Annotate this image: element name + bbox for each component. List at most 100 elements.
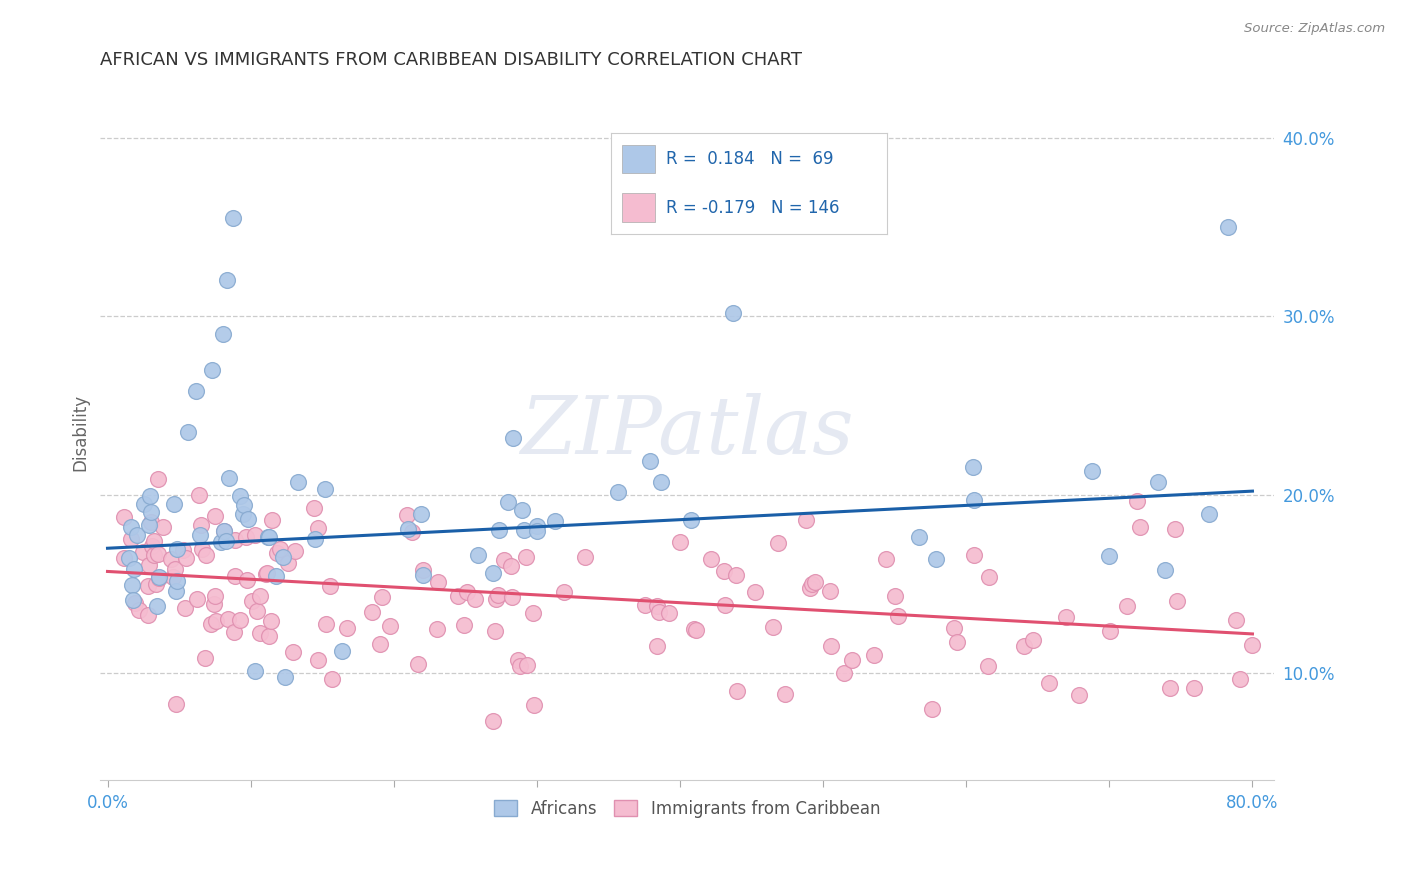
Point	[408, 657, 430, 671]
Point	[523, 698, 546, 713]
Point	[204, 589, 226, 603]
Point	[766, 535, 789, 549]
Point	[332, 644, 354, 658]
Point	[274, 670, 297, 684]
Point	[794, 513, 817, 527]
Point	[138, 579, 160, 593]
Point	[506, 653, 529, 667]
Point	[1081, 464, 1104, 478]
Point	[820, 640, 842, 654]
Point	[485, 591, 508, 606]
Point	[1014, 639, 1036, 653]
Point	[122, 593, 145, 607]
Point	[152, 519, 174, 533]
Point	[243, 527, 266, 541]
Point	[141, 539, 163, 553]
Point	[467, 548, 489, 562]
Point	[143, 534, 166, 549]
Point	[209, 534, 232, 549]
Point	[112, 550, 135, 565]
Point	[486, 588, 509, 602]
Point	[645, 639, 668, 653]
Point	[132, 497, 155, 511]
Point	[1164, 522, 1187, 536]
Point	[121, 578, 143, 592]
Point	[456, 585, 478, 599]
Point	[118, 551, 141, 566]
Point	[145, 577, 167, 591]
Point	[409, 507, 432, 521]
Point	[139, 489, 162, 503]
Point	[146, 599, 169, 613]
Point	[1099, 624, 1122, 639]
Point	[371, 590, 394, 604]
Point	[163, 562, 186, 576]
Point	[132, 545, 155, 559]
Point	[396, 523, 419, 537]
Point	[224, 624, 246, 639]
Point	[453, 618, 475, 632]
Point	[229, 613, 252, 627]
Point	[160, 552, 183, 566]
Point	[148, 547, 170, 561]
Point	[378, 618, 401, 632]
Point	[773, 687, 796, 701]
Point	[607, 485, 630, 500]
Y-axis label: Disability: Disability	[72, 393, 89, 471]
Point	[1126, 494, 1149, 508]
Point	[200, 616, 222, 631]
Point	[173, 600, 195, 615]
Point	[1146, 475, 1168, 489]
Point	[522, 606, 544, 620]
Point	[1038, 675, 1060, 690]
Point	[725, 684, 748, 698]
Point	[138, 518, 160, 533]
Point	[526, 518, 548, 533]
Point	[229, 489, 252, 503]
Point	[801, 577, 824, 591]
Point	[148, 570, 170, 584]
Point	[496, 495, 519, 509]
Point	[257, 530, 280, 544]
Point	[921, 702, 943, 716]
Point	[254, 566, 277, 581]
Point	[679, 513, 702, 527]
Point	[257, 629, 280, 643]
Point	[224, 569, 246, 583]
Point	[249, 626, 271, 640]
Point	[1240, 638, 1263, 652]
Point	[401, 525, 423, 540]
Point	[287, 475, 309, 490]
Point	[396, 508, 419, 522]
Point	[447, 590, 470, 604]
Point	[188, 488, 211, 502]
Point	[650, 475, 672, 489]
Point	[307, 521, 329, 535]
Point	[574, 549, 596, 564]
Point	[499, 559, 522, 574]
Point	[172, 542, 194, 557]
Point	[128, 603, 150, 617]
Point	[174, 550, 197, 565]
Point	[1229, 673, 1251, 687]
Point	[700, 552, 723, 566]
Point	[713, 564, 735, 578]
Point	[1056, 610, 1078, 624]
Point	[143, 549, 166, 563]
Point	[492, 553, 515, 567]
Point	[269, 541, 291, 556]
Point	[215, 533, 238, 548]
Point	[501, 590, 523, 604]
Point	[217, 273, 239, 287]
Point	[136, 608, 159, 623]
Point	[488, 523, 510, 537]
Point	[224, 533, 246, 547]
Point	[232, 498, 254, 512]
Point	[1166, 593, 1188, 607]
Point	[218, 471, 240, 485]
Point	[979, 570, 1001, 584]
Point	[963, 492, 986, 507]
Point	[141, 505, 163, 519]
Point	[257, 530, 280, 544]
Point	[863, 648, 886, 662]
